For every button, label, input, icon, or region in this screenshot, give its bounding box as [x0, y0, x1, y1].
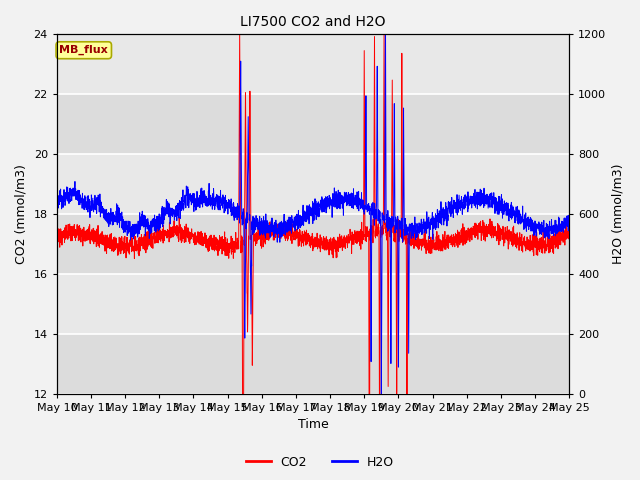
X-axis label: Time: Time: [298, 419, 328, 432]
Bar: [57, 94, 570, 154]
Y-axis label: H2O (mmol/m3): H2O (mmol/m3): [612, 164, 625, 264]
Legend: CO2, H2O: CO2, H2O: [241, 451, 399, 474]
Bar: [57, 274, 570, 334]
Bar: [57, 214, 570, 274]
Text: MB_flux: MB_flux: [60, 45, 108, 55]
Y-axis label: CO2 (mmol/m3): CO2 (mmol/m3): [15, 164, 28, 264]
Bar: [57, 154, 570, 214]
Bar: [57, 334, 570, 394]
Title: LI7500 CO2 and H2O: LI7500 CO2 and H2O: [240, 15, 386, 29]
Bar: [57, 35, 570, 94]
